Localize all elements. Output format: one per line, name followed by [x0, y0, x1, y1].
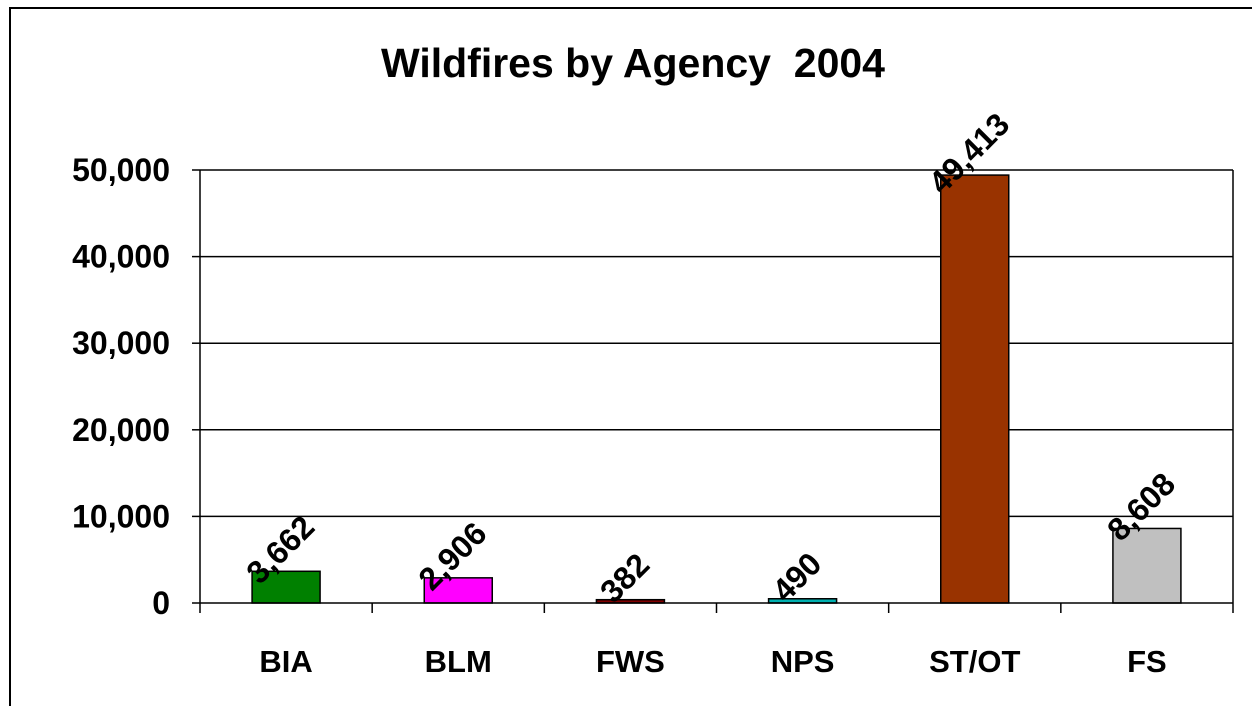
x-tick-label: FWS: [596, 644, 665, 679]
y-tick-label: 30,000: [72, 325, 170, 361]
y-tick-label: 10,000: [72, 498, 170, 534]
x-tick-label: ST/OT: [929, 644, 1020, 679]
axes: [200, 170, 1233, 613]
x-tick-label: BLM: [425, 644, 492, 679]
x-axis-ticks: BIA BLM FWS NPS ST/OT FS: [259, 644, 1166, 679]
y-axis-ticks: 0 10,000 20,000 30,000 40,000 50,000: [72, 152, 200, 621]
y-tick-label: 0: [152, 585, 170, 621]
x-tick-label: BIA: [259, 644, 312, 679]
bar: [941, 175, 1009, 603]
y-tick-label: 40,000: [72, 239, 170, 275]
chart-title: Wildfires by Agency 2004: [381, 40, 885, 86]
x-tick-label: NPS: [771, 644, 835, 679]
y-tick-label: 20,000: [72, 412, 170, 448]
y-tick-label: 50,000: [72, 152, 170, 188]
gridlines: [200, 170, 1233, 516]
x-tick-label: FS: [1127, 644, 1167, 679]
bars: [252, 175, 1181, 603]
